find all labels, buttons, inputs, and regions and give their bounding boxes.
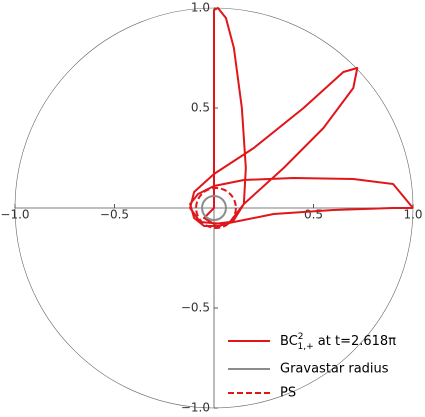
y-tick-label: −0.5 [181,301,210,315]
legend-label: BC2 1,+ at t=2.618π [280,332,396,352]
legend-label-part: 2 [298,332,304,342]
y-tick-label: −1.0 [181,401,210,415]
legend-label: PS [280,386,296,401]
legend-label-part: BC [280,334,298,349]
legend-label-part: 1,+ [298,342,314,352]
curve [189,7,414,227]
x-tick-label: −0.5 [100,208,129,222]
x-tick-label: 0.5 [304,208,323,222]
x-tick-label: 1.0 [403,208,422,222]
legend-label: Gravastar radius [280,362,389,377]
legend-label-part: at t=2.618π [314,334,397,349]
x-tick-label: −1.0 [0,208,29,222]
circle-series [195,187,237,229]
y-tick-label: 1.0 [191,1,210,15]
y-tick-label: 0.5 [191,101,210,115]
legend: BC2 1,+ at t=2.618π Gravastar radius PS [228,332,396,401]
circle-series [201,195,227,221]
